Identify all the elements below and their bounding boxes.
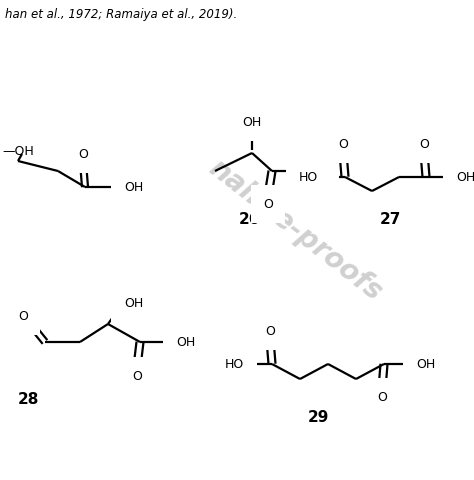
Text: O: O xyxy=(265,325,275,338)
Text: 29: 29 xyxy=(307,409,328,425)
Text: O: O xyxy=(338,138,348,151)
Text: OH: OH xyxy=(307,165,326,178)
Text: O: O xyxy=(419,138,429,151)
Text: O: O xyxy=(132,370,142,383)
Text: OH: OH xyxy=(124,297,143,310)
Text: han et al., 1972; Ramaiya et al., 2019).: han et al., 1972; Ramaiya et al., 2019). xyxy=(5,8,237,21)
Text: HO: HO xyxy=(225,358,244,371)
Text: 28: 28 xyxy=(18,392,39,407)
Text: 27: 27 xyxy=(379,212,401,227)
Text: OH: OH xyxy=(176,336,195,349)
Text: —OH: —OH xyxy=(2,145,34,158)
Text: OH: OH xyxy=(124,181,143,194)
Text: O: O xyxy=(18,310,28,323)
Text: OH: OH xyxy=(456,171,474,184)
Text: 26: 26 xyxy=(239,212,261,227)
Text: O: O xyxy=(263,198,273,211)
Text: HO: HO xyxy=(299,171,318,184)
Text: OH: OH xyxy=(416,358,435,371)
Text: O: O xyxy=(377,391,387,404)
Text: OH: OH xyxy=(242,116,262,129)
Text: O: O xyxy=(78,148,88,161)
Text: nalPre-proofs: nalPre-proofs xyxy=(203,154,387,306)
